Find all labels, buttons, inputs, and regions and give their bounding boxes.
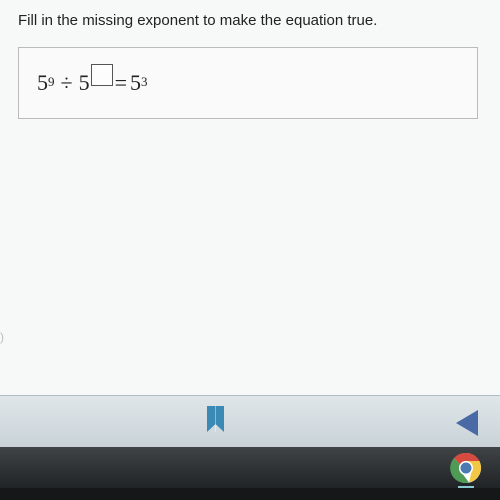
- operator-divide: ÷: [61, 70, 73, 96]
- equation-box: 59 ÷ 5 = 53: [18, 47, 478, 119]
- base-3: 5: [130, 70, 141, 96]
- operator-equals: =: [115, 70, 127, 96]
- instruction-text: Fill in the missing exponent to make the…: [18, 12, 500, 29]
- side-notch: ): [0, 330, 8, 346]
- content-area: Fill in the missing exponent to make the…: [0, 0, 500, 395]
- bottom-toolbar: [0, 395, 500, 447]
- base-2: 5: [79, 70, 90, 96]
- exponent-input[interactable]: [91, 64, 113, 86]
- base-1: 5: [37, 70, 48, 96]
- nav-left-triangle-icon[interactable]: [456, 410, 478, 436]
- exponent-3: 3: [141, 74, 148, 90]
- equation: 59 ÷ 5 = 53: [37, 70, 148, 96]
- shadow-strip: [0, 488, 500, 500]
- exponent-1: 9: [48, 74, 55, 90]
- bookmark-icon[interactable]: [207, 406, 224, 432]
- chrome-icon[interactable]: [450, 452, 482, 484]
- taskbar: [0, 447, 500, 489]
